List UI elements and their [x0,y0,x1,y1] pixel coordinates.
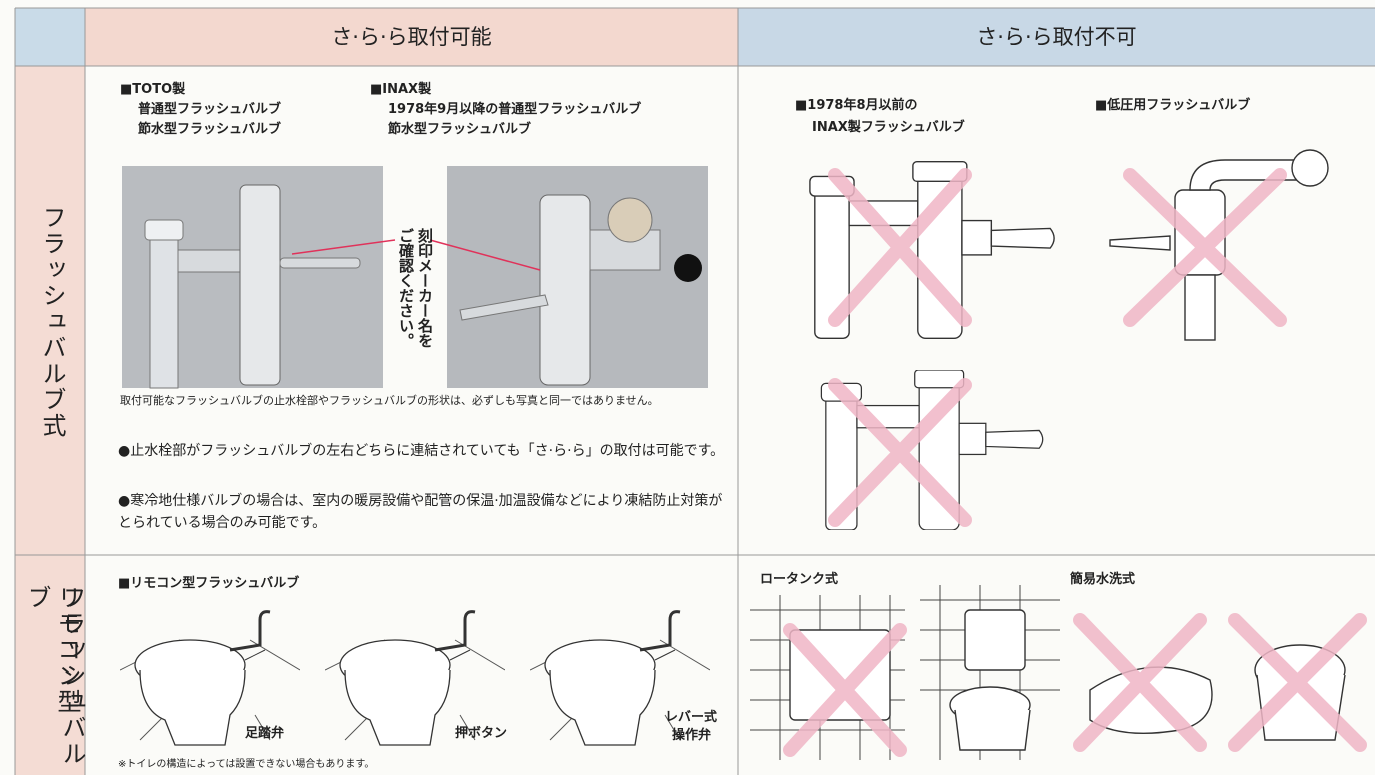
remote-label: レバー式 [665,710,718,725]
row-label-remote: リモコン型 [53,585,81,715]
photo-note: 刻印メーカー名を [416,228,434,348]
row-label-cells [15,66,85,775]
row-label-flush: フラッシュバルブ式 [38,205,66,439]
maker-title: ■INAX製 [370,82,432,97]
corner-cell [15,8,85,66]
valve-type: 節水型フラッシュバルブ [138,122,282,137]
header-ok: さ·ら·ら取付可能 [331,25,492,49]
valve-type: 普通型フラッシュバルブ [138,102,282,117]
photo-caption: 取付可能なフラッシュバルブの止水栓部やフラッシュバルブの形状は、必ずしも写真と同… [120,394,659,407]
remote-title: ■リモコン型フラッシュバルブ [118,576,300,591]
cross-marks [783,168,1367,757]
ng-title: ■低圧用フラッシュバルブ [1095,98,1251,113]
table-borders [14,7,1375,775]
header-ng: さ·ら·ら取付不可 [976,25,1137,49]
ng-title: 簡易水洗式 [1070,572,1136,587]
pointer-arrows [291,239,541,271]
ng-header-cell [738,8,1375,66]
photo-toto [122,166,383,389]
ok-header-cell [85,8,738,66]
remote-label: 押ボタン [455,726,508,741]
photo-inax [447,166,708,388]
maker-title: ■TOTO製 [120,82,186,97]
ng-title: ■1978年8月以前の [795,98,918,113]
bullet: ●止水栓部がフラッシュバルブの左右どちらに連結されていても「さ·ら·ら」の取付は… [118,443,725,459]
photo-note: ご確認ください。 [397,228,415,348]
remote-label: 足踏弁 [245,726,285,741]
row-label-remote: フラッシュバルブ [23,585,86,767]
ng-title: INAX製フラッシュバルブ [812,120,965,135]
ng-title: ロータンク式 [760,572,839,587]
low-pressure-valve [1109,149,1329,341]
remote-note: ※トイレの構造によっては設置できない場合もあります。 [118,759,375,770]
valve-type: 1978年9月以降の普通型フラッシュバルブ [388,102,642,117]
remote-label: 操作弁 [672,728,712,743]
bullet: ●寒冷地仕様バルブの場合は、室内の暖房設備や配管の保温·加温設備などにより凍結防… [118,493,723,531]
valve-type: 節水型フラッシュバルブ [388,122,532,137]
